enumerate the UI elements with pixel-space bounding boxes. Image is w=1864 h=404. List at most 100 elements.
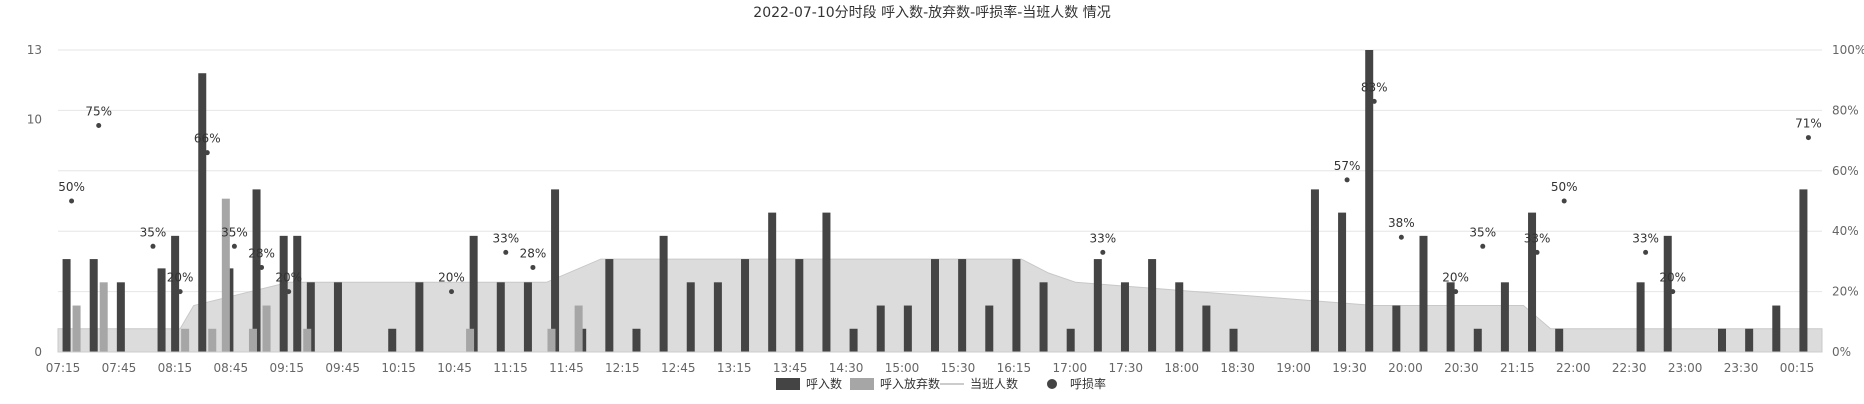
call-bar: [659, 235, 668, 352]
x-tick-label: 12:45: [661, 361, 696, 375]
loss-rate-label: 20%: [438, 271, 465, 285]
loss-rate-point: [503, 249, 509, 255]
call-bar: [388, 328, 397, 352]
call-bar: [1202, 305, 1211, 352]
call-bar: [198, 73, 207, 352]
x-tick-label: 07:15: [46, 361, 81, 375]
call-bar: [1148, 259, 1157, 352]
call-bar: [632, 328, 641, 352]
call-bar: [931, 259, 939, 352]
abandoned-bar: [466, 328, 475, 352]
abandoned-bar: [72, 305, 81, 352]
call-bar: [1446, 282, 1455, 352]
x-tick-label: 19:30: [1332, 361, 1367, 375]
loss-rate-label: 20%: [275, 271, 302, 285]
y-right-tick-label: 40%: [1832, 224, 1859, 238]
loss-rate-point: [1100, 249, 1106, 255]
loss-rate-point: [1670, 289, 1676, 295]
loss-rate-label: 20%: [1659, 271, 1686, 285]
call-bar: [62, 259, 71, 352]
y-left-tick-label: 0: [34, 345, 42, 359]
call-bar: [415, 282, 424, 352]
y-right-tick-label: 100%: [1832, 43, 1864, 57]
legend-label: 呼入放弃数: [880, 376, 940, 391]
x-tick-label: 21:15: [1500, 361, 1535, 375]
loss-rate-label: 28%: [248, 246, 275, 260]
loss-rate-point: [530, 264, 536, 270]
call-bar: [1120, 282, 1129, 352]
call-bar: [1093, 259, 1102, 352]
call-bar: [768, 212, 777, 352]
legend-swatch-abandoned: [850, 378, 874, 390]
loss-rate-point: [1805, 135, 1811, 141]
loss-rate-point: [177, 289, 183, 295]
x-tick-label: 13:45: [773, 361, 808, 375]
loss-rate-point: [1561, 198, 1567, 204]
call-bar: [876, 305, 885, 352]
loss-rate-point: [204, 150, 210, 156]
abandoned-bar: [99, 282, 108, 352]
loss-rate-label: 35%: [221, 225, 248, 239]
loss-rate-label: 71%: [1795, 117, 1822, 131]
x-tick-label: 12:15: [605, 361, 640, 375]
call-bar: [252, 189, 261, 352]
loss-rate-label: 28%: [520, 246, 547, 260]
chart-title: 2022-07-10分时段 呼入数-放弃数-呼损率-当班人数 情况: [753, 4, 1110, 21]
x-tick-label: 11:15: [493, 361, 528, 375]
call-bar: [1772, 305, 1781, 352]
abandoned-bar: [221, 198, 230, 352]
call-bar: [1528, 212, 1537, 352]
x-tick-label: 20:00: [1388, 361, 1423, 375]
x-tick-label: 14:30: [829, 361, 864, 375]
call-bar: [89, 259, 98, 352]
call-bar: [741, 259, 750, 352]
call-bar: [795, 259, 804, 352]
y-left-tick-label: 10: [27, 113, 42, 127]
call-bar: [822, 212, 831, 352]
loss-rate-label: 20%: [167, 271, 194, 285]
abandoned-bar: [208, 328, 217, 352]
call-bar: [1419, 235, 1428, 352]
call-bar: [1392, 305, 1401, 352]
loss-rate-point: [96, 123, 102, 128]
call-bar: [496, 282, 505, 352]
call-bar: [1799, 189, 1808, 352]
y-right-tick-label: 80%: [1832, 103, 1859, 117]
x-tick-label: 22:00: [1556, 361, 1591, 375]
loss-rate-label: 35%: [1469, 225, 1496, 239]
call-bar: [333, 282, 342, 352]
loss-rate-label: 66%: [194, 132, 221, 146]
x-tick-label: 18:30: [1220, 361, 1255, 375]
x-tick-label: 00:15: [1780, 361, 1815, 375]
x-tick-label: 10:15: [381, 361, 416, 375]
legend-label: 当班人数: [970, 376, 1018, 391]
call-bar: [1012, 259, 1021, 352]
x-tick-label: 17:30: [1108, 361, 1143, 375]
call-bar: [306, 282, 315, 352]
y-left-tick-label: 13: [27, 43, 42, 57]
loss-rate-point: [1643, 249, 1649, 255]
call-bar: [523, 282, 532, 352]
abandoned-bar: [547, 328, 556, 352]
y-right-tick-label: 20%: [1832, 285, 1859, 299]
x-tick-label: 19:00: [1276, 361, 1311, 375]
call-bar: [293, 235, 302, 352]
x-tick-label: 09:15: [269, 361, 304, 375]
loss-rate-point: [1398, 234, 1404, 240]
abandoned-bar: [574, 305, 583, 352]
loss-rate-point: [1480, 243, 1486, 249]
call-bar: [1066, 328, 1075, 352]
x-tick-label: 07:45: [102, 361, 137, 375]
call-bar: [1338, 212, 1347, 352]
abandoned-bar: [303, 328, 312, 352]
x-tick-label: 16:15: [997, 361, 1032, 375]
loss-rate-label: 83%: [1361, 80, 1388, 94]
abandoned-bar: [262, 305, 271, 352]
legend-label: 呼损率: [1070, 376, 1106, 391]
loss-rate-point: [1344, 177, 1350, 183]
x-tick-label: 15:30: [941, 361, 976, 375]
loss-rate-point: [1534, 249, 1540, 255]
y-right-tick-label: 60%: [1832, 164, 1859, 178]
